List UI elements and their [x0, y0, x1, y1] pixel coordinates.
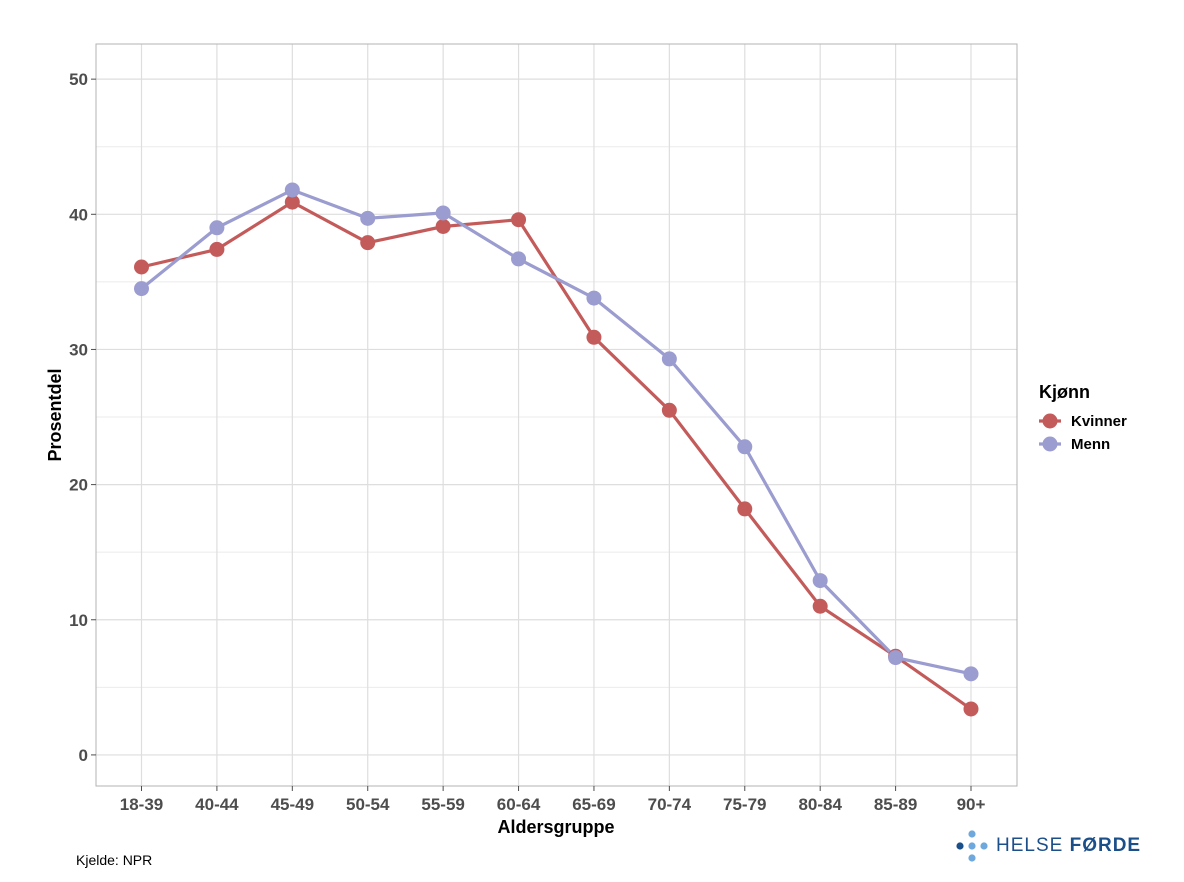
data-point-menn — [812, 573, 828, 589]
y-tick-label: 40 — [69, 205, 88, 224]
y-axis-title: Prosentdel — [45, 368, 65, 461]
x-tick-labels: 18-39 40-44 45-49 50-54 55-59 60-64 65-69 70-74… — [120, 786, 986, 814]
x-tick-label: 70-74 — [648, 795, 692, 814]
data-point-kvinner — [435, 218, 451, 234]
x-tick-label: 40-44 — [195, 795, 239, 814]
legend-title: Kjønn — [1039, 382, 1090, 402]
data-point-menn — [209, 220, 225, 236]
data-point-kvinner — [586, 329, 602, 345]
data-point-kvinner — [511, 212, 527, 228]
logo-text-light: HELSE — [996, 835, 1070, 856]
x-tick-label: 85-89 — [874, 795, 917, 814]
data-point-menn — [360, 210, 376, 226]
series-lines — [140, 188, 972, 711]
x-axis-title: Aldersgruppe — [497, 817, 614, 837]
data-point-menn — [134, 281, 149, 297]
data-point-kvinner — [360, 235, 376, 251]
x-tick-label: 90+ — [957, 795, 986, 814]
x-tick-label: 75-79 — [723, 795, 766, 814]
series-line-menn — [140, 188, 972, 676]
legend-label-menn: Menn — [1071, 436, 1110, 453]
y-tick-labels: 0 10 20 30 40 50 — [69, 70, 96, 765]
data-point-menn — [661, 351, 677, 367]
data-point-kvinner — [284, 194, 300, 210]
logo-mark-icon — [956, 830, 988, 862]
source-note: Kjelde: NPR — [76, 852, 153, 868]
legend-key-point — [1042, 436, 1058, 452]
data-point-kvinner — [209, 241, 225, 257]
data-point-menn — [586, 290, 602, 306]
grid — [96, 44, 1017, 786]
x-tick-label: 50-54 — [346, 795, 390, 814]
data-point-menn — [888, 650, 904, 666]
data-point-menn — [511, 251, 527, 267]
helse-forde-logo: HELSE FØRDE — [954, 828, 1141, 864]
data-point-kvinner — [737, 501, 753, 517]
x-tick-label: 55-59 — [421, 795, 464, 814]
data-point-kvinner — [134, 259, 149, 275]
data-point-kvinner — [963, 701, 979, 717]
x-tick-label: 18-39 — [120, 795, 163, 814]
data-point-kvinner — [661, 402, 677, 418]
y-tick-label: 10 — [69, 611, 88, 630]
y-tick-label: 50 — [69, 70, 88, 89]
plot-panel-border — [95, 43, 1018, 787]
data-point-kvinner — [812, 598, 828, 614]
y-tick-label: 0 — [79, 746, 88, 765]
data-point-menn — [435, 205, 451, 221]
legend: Kjønn Kvinner Menn — [1039, 382, 1127, 453]
y-tick-label: 30 — [69, 340, 88, 359]
series-points — [134, 182, 979, 717]
x-tick-label: 65-69 — [572, 795, 615, 814]
y-tick-label: 20 — [69, 476, 88, 495]
legend-key-point — [1042, 413, 1058, 429]
x-tick-label: 80-84 — [798, 795, 842, 814]
data-point-menn — [284, 182, 300, 198]
logo-text-bold: FØRDE — [1069, 835, 1142, 856]
x-tick-label: 60-64 — [497, 795, 541, 814]
data-point-menn — [963, 666, 979, 682]
data-point-menn — [737, 439, 753, 455]
x-tick-label: 45-49 — [271, 795, 314, 814]
legend-label-kvinner: Kvinner — [1071, 413, 1127, 430]
